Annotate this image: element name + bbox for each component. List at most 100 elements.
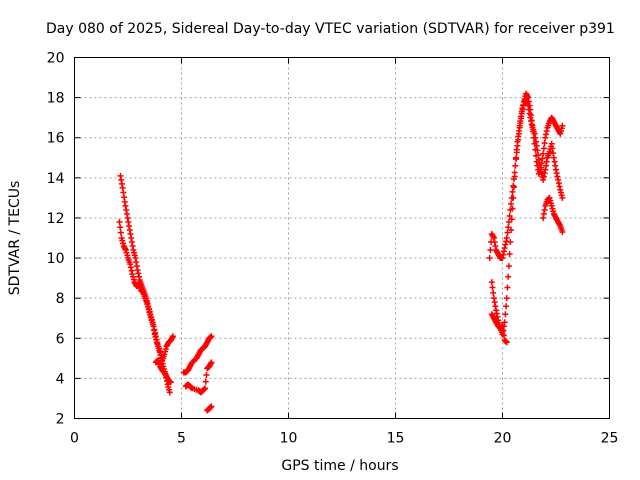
data-point-fill (510, 184, 517, 191)
data-point-fill (518, 113, 525, 120)
data-point-fill (524, 100, 531, 107)
data-point-fill (207, 360, 214, 367)
data-point-fill (201, 386, 208, 393)
data-point-fill (117, 229, 124, 236)
data-point-fill (492, 303, 499, 310)
data-point-fill (507, 239, 514, 246)
data-point-fill (515, 133, 522, 140)
series-segment-8 (488, 96, 566, 338)
data-point-fill (127, 230, 134, 237)
x-axis-label: GPS time / hours (281, 458, 398, 474)
data-point-fill (126, 259, 133, 266)
data-point-fill (166, 386, 173, 393)
data-point-fill (121, 194, 128, 201)
data-point-fill (504, 284, 511, 291)
data-point-fill (513, 154, 520, 161)
data-point-fill (149, 321, 156, 328)
series-segment-10 (540, 194, 566, 235)
data-point (512, 162, 519, 169)
y-tick-label: 2 (56, 412, 65, 428)
y-tick-label: 18 (47, 91, 65, 107)
data-point-fill (490, 233, 497, 240)
data-point-fill (492, 243, 499, 250)
y-tick-label: 8 (56, 291, 65, 307)
data-point-fill (543, 158, 550, 165)
x-tick-label: 0 (70, 431, 79, 447)
data-point-fill (156, 347, 163, 354)
data-point-fill (541, 170, 548, 177)
data-point-fill (504, 229, 511, 236)
data-point-fill (128, 267, 135, 274)
data-point-fill (552, 162, 559, 169)
data-point (510, 194, 517, 201)
data-point-fill (124, 252, 131, 259)
data-point-fill (133, 263, 140, 270)
data-point-fill (520, 101, 527, 108)
data-point-fill (136, 273, 143, 280)
data-point-fill (147, 314, 154, 321)
data-point-fill (509, 205, 516, 212)
data-point-fill (487, 247, 494, 254)
data-point-fill (202, 378, 209, 385)
data-point-fill (120, 240, 127, 247)
data-point-fill (145, 306, 152, 313)
series-segment-6 (204, 403, 215, 414)
data-point-fill (526, 110, 533, 117)
data-point (488, 279, 495, 286)
y-axis-label: SDTVAR / TECUs (7, 181, 23, 296)
x-tick-label: 10 (280, 431, 298, 447)
data-point-fill (502, 311, 509, 318)
data-point-fill (498, 323, 505, 330)
data-point-fill (548, 200, 555, 207)
data-point-fill (540, 145, 547, 152)
data-point-fill (506, 251, 513, 258)
data-point (505, 263, 512, 270)
series-segment-4 (180, 333, 215, 376)
data-point-fill (152, 329, 159, 336)
grid (74, 57, 610, 419)
data-point-fill (500, 248, 507, 255)
data-point-fill (129, 243, 136, 250)
data-point-fill (558, 226, 565, 233)
data-point-fill (558, 125, 565, 132)
data-point-fill (141, 293, 148, 300)
data-point-fill (524, 93, 531, 100)
data-point-fill (554, 173, 561, 180)
data-point-fill (550, 208, 557, 215)
y-tick-label: 16 (47, 131, 65, 147)
data-point-fill (162, 345, 169, 352)
data-point-fill (515, 128, 522, 135)
data-point-fill (541, 140, 548, 147)
chart-title: Day 080 of 2025, Sidereal Day-to-day VTE… (46, 21, 615, 37)
data-point-fill (490, 289, 497, 296)
data-point-fill (122, 245, 129, 252)
data-point-fill (558, 192, 565, 199)
data-point-fill (203, 372, 210, 379)
data-point (508, 226, 515, 233)
x-tick-label: 25 (601, 431, 619, 447)
data-point-fill (556, 183, 563, 190)
data-point-fill (535, 152, 542, 159)
data-point-fill (207, 333, 214, 340)
data-point-fill (533, 138, 540, 145)
data-point-fill (509, 188, 516, 195)
data-point-fill (118, 180, 125, 187)
y-tick-label: 4 (56, 371, 65, 387)
data-point-fill (506, 212, 513, 219)
y-tick-label: 12 (47, 211, 65, 227)
data-point-fill (167, 378, 174, 385)
series-segment-9 (488, 311, 510, 346)
data-point-fill (500, 332, 507, 339)
data-point-fill (143, 299, 150, 306)
axis-ticks: 0 5 10 15 20 25 2 4 6 8 10 12 14 16 18 20 (47, 51, 619, 447)
data-point-fill (545, 120, 552, 127)
y-tick-label: 20 (47, 51, 65, 67)
data-point-fill (169, 334, 176, 341)
x-tick-label: 5 (177, 431, 186, 447)
y-tick-label: 10 (47, 251, 65, 267)
data-point (503, 295, 510, 302)
data-point-fill (123, 206, 130, 213)
series-segment-5 (182, 359, 215, 396)
data-point-fill (503, 303, 510, 310)
